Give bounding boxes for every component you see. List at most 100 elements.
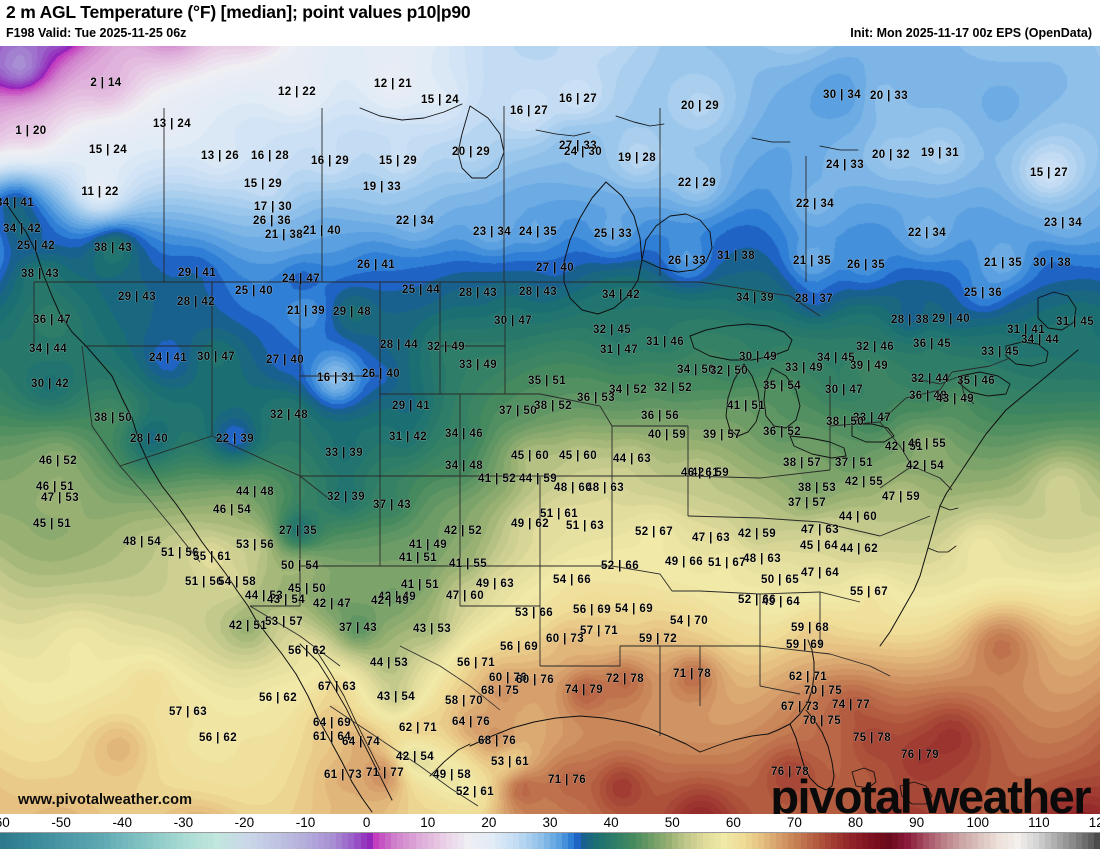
geo-path [905,389,941,399]
geo-path [539,393,613,427]
colorbar-tick: -20 [234,815,255,830]
colorbar-segment [330,833,337,849]
colorbar-segment [171,833,178,849]
colorbar-segment [262,833,270,849]
geo-path [911,375,961,385]
colorbar-segment [201,833,209,849]
colorbar-segment [892,833,899,849]
colorbar-segment [1081,833,1089,849]
colorbar-segment [861,833,869,849]
temperature-map[interactable]: 2 | 14 12 | 22 12 | 21 15 | 24 16 | 27 16 | 2… [0,46,1100,814]
colorbar[interactable]: -60 -50 -40 -30 -20 -10 0 10 20 30 40 50 60 70 80 90 100… [0,814,1100,850]
colorbar-segment [440,833,447,849]
colorbar-segment [660,833,667,849]
geo-path [611,565,673,592]
colorbar-segment [238,833,246,849]
colorbar-segment [782,833,789,849]
colorbar-segment [458,833,466,849]
geo-path [829,421,881,427]
geo-path [767,639,815,735]
geo-path [399,645,501,711]
colorbar-segment [244,833,252,849]
colorbar-segment [1020,833,1028,849]
geo-path [457,105,505,179]
colorbar-segment [550,833,557,849]
colorbar-segment [525,833,533,849]
colorbar-segment [611,833,618,849]
colorbar-segment [965,833,973,849]
colorbar-segment [1038,833,1046,849]
colorbar-segment [629,833,637,849]
geo-path [535,129,591,137]
colorbar-segment [378,833,386,849]
colorbar-segment [843,833,851,849]
colorbar-segment [482,833,490,849]
geo-path [819,145,859,151]
geo-path [959,375,975,405]
colorbar-segment [110,833,117,849]
geo-path [759,591,861,603]
geo-path [879,421,913,467]
colorbar-segment [128,833,136,849]
colorbar-segment [580,833,588,849]
init-time-label: Init: Mon 2025-11-17 00z EPS (OpenData) [850,26,1092,40]
geo-path [751,137,791,143]
colorbar-segment [336,833,343,849]
geo-path [91,425,201,563]
colorbar-segment [452,833,459,849]
geo-path [989,357,1011,367]
colorbar-segment [806,833,814,849]
colorbar-tick: -40 [112,815,132,830]
geo-path [763,367,801,429]
page-title: 2 m AGL Temperature (°F) [median]; point… [6,2,471,22]
colorbar-segment [537,833,545,849]
geo-path [699,281,821,317]
geo-path [699,733,769,753]
geo-path [959,371,1011,397]
colorbar-segment [1002,833,1009,849]
colorbar-tick: 90 [909,815,925,830]
colorbar-segment [323,833,331,849]
geo-path [829,653,891,677]
colorbar-segment [1063,833,1071,849]
colorbar-segment [55,833,62,849]
colorbar-segment [837,833,844,849]
pivotal-weather-logo: pivotal weather [770,770,1091,814]
colorbar-segment [79,833,87,849]
colorbar-segment [146,833,154,849]
colorbar-segment [543,833,551,849]
geo-path [759,645,831,655]
geo-path [939,371,953,391]
colorbar-segment [140,833,148,849]
colorbar-segment [1008,833,1016,849]
colorbar-segment [256,833,264,849]
colorbar-segment [916,833,924,849]
geo-path [81,345,93,427]
site-url-watermark: www.pivotalweather.com [18,792,193,808]
geo-path [7,205,257,621]
colorbar-segment [12,833,19,849]
colorbar-tick: 100 [966,815,990,830]
colorbar-segment [250,833,258,849]
colorbar-segment [763,833,771,849]
geography-overlay [7,103,1079,813]
colorbar-segment [220,833,227,849]
colorbar-segment [42,833,50,849]
colorbar-segment [97,833,105,849]
colorbar-segment [6,833,13,849]
colorbar-segment [678,833,686,849]
colorbar-segment [1032,833,1040,849]
geo-path [819,521,881,537]
colorbar-segment [366,833,374,849]
colorbar-segment [672,833,679,849]
colorbar-segment [928,833,936,849]
colorbar-tick: 40 [603,815,619,830]
colorbar-segment [122,833,129,849]
colorbar-segment [800,833,808,849]
colorbar-segment [275,833,282,849]
geo-path [927,545,957,553]
geo-path [911,465,953,491]
colorbar-segment [990,833,997,849]
colorbar-segment [605,833,612,849]
colorbar-segment [635,833,643,849]
